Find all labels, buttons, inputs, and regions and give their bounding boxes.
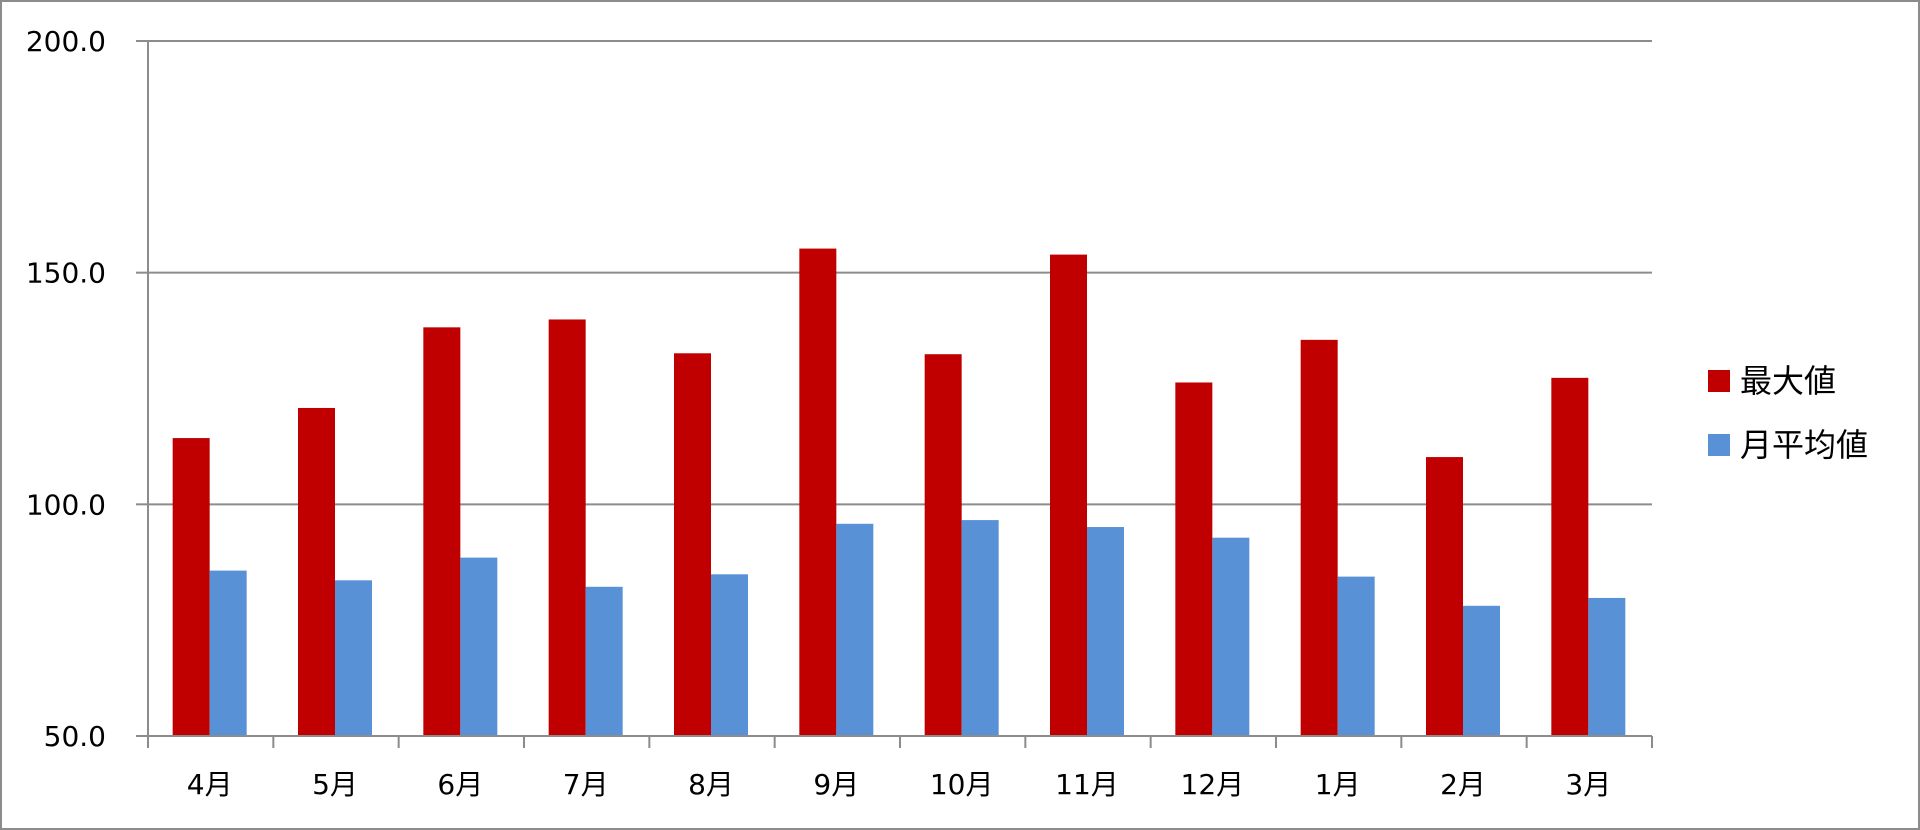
bar-avg-11: [1588, 597, 1626, 736]
x-tick-label: 7月: [563, 768, 609, 801]
bar-max-3: [548, 319, 586, 736]
legend-label-1: 月平均値: [1740, 426, 1868, 464]
bar-max-5: [799, 248, 837, 736]
legend-swatch-0: [1708, 370, 1730, 392]
x-axis-tick-labels: 4月 5月 6月 7月 8月 9月 10月 11月 12月 1月 2月 3月: [187, 768, 1611, 801]
x-tick-label: 3月: [1565, 768, 1611, 801]
bar-max-0: [172, 438, 210, 736]
bar-avg-3: [585, 586, 623, 736]
x-tick-label: 5月: [312, 768, 358, 801]
bar-avg-10: [1463, 605, 1500, 736]
x-tick-label: 10月: [930, 768, 994, 801]
bar-max-4: [674, 353, 711, 736]
x-tick-label: 9月: [813, 768, 859, 801]
bar-max-2: [423, 327, 461, 736]
bar-avg-2: [460, 557, 498, 736]
bar-max-1: [298, 407, 335, 736]
bar-max-9: [1300, 339, 1338, 736]
gridlines: [148, 40, 1652, 506]
bar-avg-7: [1087, 527, 1124, 736]
x-tick-label: 12月: [1181, 768, 1245, 801]
y-axis-tick-labels: 50.0 100.0 150.0 200.0: [26, 25, 106, 753]
axes: [136, 40, 1653, 748]
y-tick-label: 200.0: [26, 25, 106, 58]
bar-avg-9: [1337, 576, 1375, 736]
bar-max-8: [1175, 382, 1213, 736]
x-tick-label: 4月: [187, 768, 233, 801]
bar-avg-1: [335, 580, 372, 736]
bar-max-10: [1426, 457, 1463, 736]
bar-avg-4: [711, 574, 748, 736]
bars: [172, 248, 1626, 736]
bar-max-7: [1050, 254, 1087, 736]
y-tick-label: 50.0: [44, 720, 106, 753]
y-tick-label: 100.0: [26, 488, 106, 521]
bar-avg-5: [836, 523, 874, 736]
legend-swatch-1: [1708, 434, 1730, 456]
y-tick-label: 150.0: [26, 257, 106, 290]
bar-max-11: [1551, 377, 1589, 736]
x-tick-label: 2月: [1440, 768, 1486, 801]
legend-label-0: 最大値: [1740, 362, 1836, 400]
bar-avg-0: [209, 570, 247, 736]
bar-max-6: [924, 354, 962, 736]
bar-avg-8: [1212, 537, 1250, 736]
x-tick-label: 6月: [437, 768, 483, 801]
x-tick-label: 11月: [1055, 768, 1119, 801]
x-tick-label: 1月: [1315, 768, 1361, 801]
bar-avg-6: [961, 520, 999, 736]
x-tick-label: 8月: [688, 768, 734, 801]
